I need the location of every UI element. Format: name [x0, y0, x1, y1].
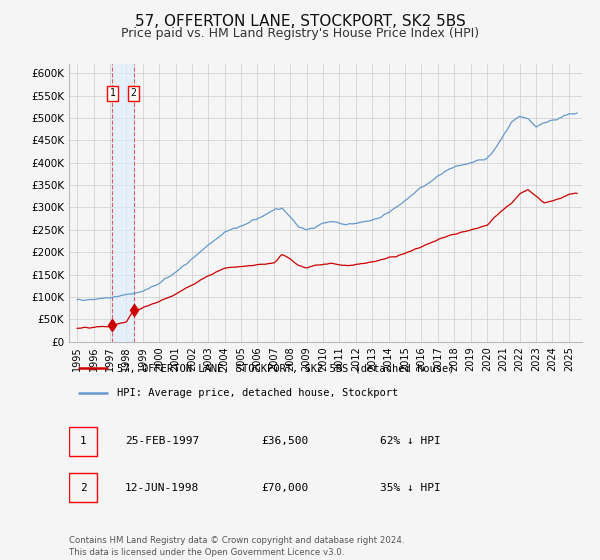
Text: 12-JUN-1998: 12-JUN-1998	[125, 483, 199, 493]
Text: Contains HM Land Registry data © Crown copyright and database right 2024.
This d: Contains HM Land Registry data © Crown c…	[69, 536, 404, 557]
Text: 2: 2	[131, 88, 137, 99]
Text: 62% ↓ HPI: 62% ↓ HPI	[380, 436, 441, 446]
Text: 57, OFFERTON LANE, STOCKPORT, SK2 5BS: 57, OFFERTON LANE, STOCKPORT, SK2 5BS	[134, 14, 466, 29]
Text: £70,000: £70,000	[262, 483, 308, 493]
Text: 2: 2	[80, 483, 86, 493]
Text: HPI: Average price, detached house, Stockport: HPI: Average price, detached house, Stoc…	[116, 388, 398, 398]
Text: Price paid vs. HM Land Registry's House Price Index (HPI): Price paid vs. HM Land Registry's House …	[121, 27, 479, 40]
Text: 57, OFFERTON LANE, STOCKPORT, SK2 5BS (detached house): 57, OFFERTON LANE, STOCKPORT, SK2 5BS (d…	[116, 363, 454, 374]
Bar	[69, 427, 97, 456]
Text: 1: 1	[109, 88, 115, 99]
Text: 35% ↓ HPI: 35% ↓ HPI	[380, 483, 441, 493]
Bar	[69, 474, 97, 502]
Bar	[112, 64, 134, 342]
Text: 1: 1	[80, 436, 86, 446]
Text: £36,500: £36,500	[262, 436, 308, 446]
Text: 25-FEB-1997: 25-FEB-1997	[125, 436, 199, 446]
